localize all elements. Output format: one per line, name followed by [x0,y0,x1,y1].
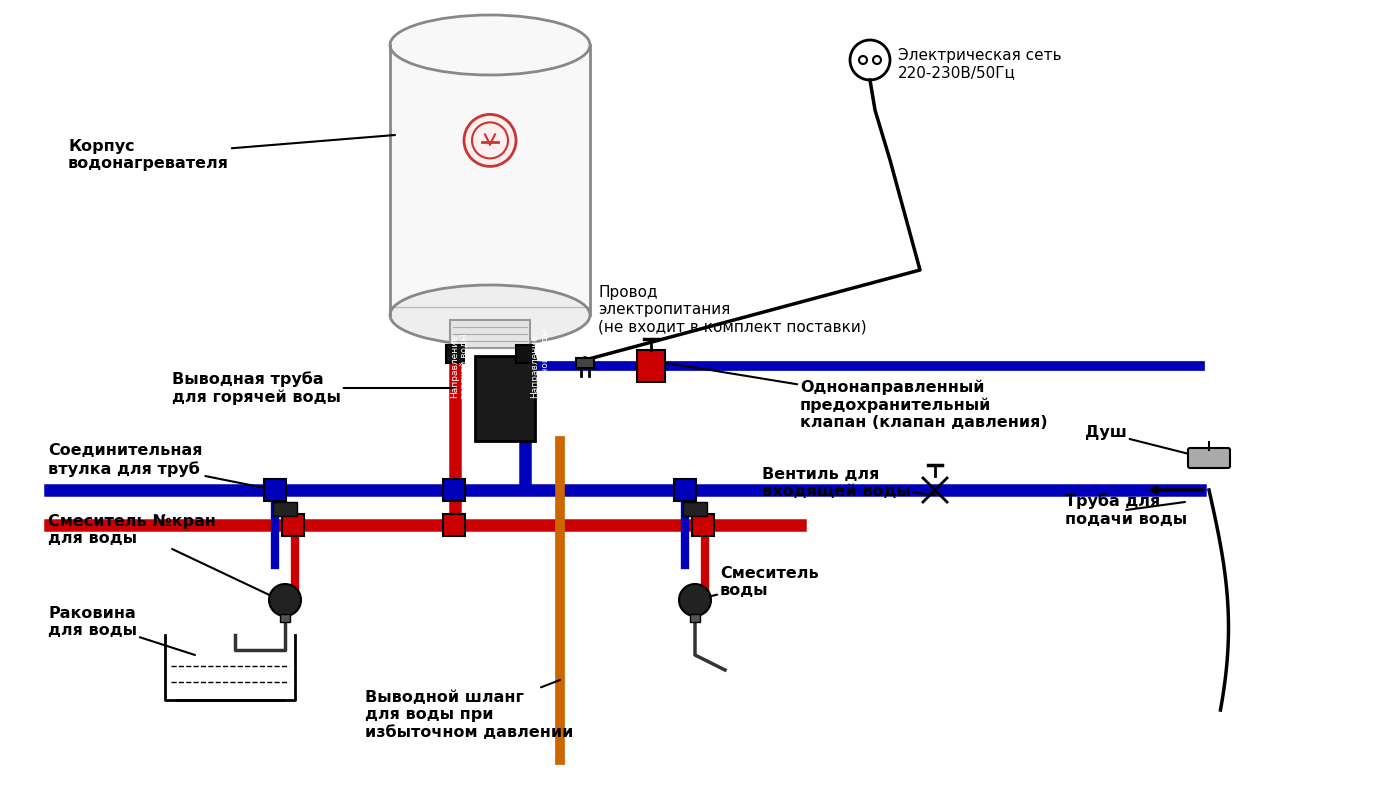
Text: Направление
горячей воды: Направление горячей воды [450,334,469,398]
Text: Вентиль для
входящей воды: Вентиль для входящей воды [763,467,936,499]
Bar [390,45,590,315]
Circle shape [464,114,516,166]
Text: Выводной шланг
для воды при
избыточном давлении: Выводной шланг для воды при избыточном д… [365,680,573,740]
Text: Направление
холодной воды: Направление холодной воды [530,330,549,402]
Bar [264,479,286,501]
Text: Однонаправленный
предохранительный
клапан (клапан давления): Однонаправленный предохранительный клапа… [655,361,1048,430]
Bar [576,358,594,368]
Text: Выводная труба
для горячей воды: Выводная труба для горячей воды [172,371,455,405]
Bar [637,350,664,382]
Text: Труба для
подачи воды: Труба для подачи воды [1066,494,1187,526]
FancyBboxPatch shape [1187,448,1230,468]
Bar [273,502,298,516]
Bar [682,502,707,516]
Text: Смеситель №кран
для воды: Смеситель №кран для воды [48,514,280,600]
Text: Соединительная
втулка для труб: Соединительная втулка для труб [48,443,275,490]
Circle shape [873,56,882,64]
Text: Корпус
водонагревателя: Корпус водонагревателя [68,135,394,171]
Bar [516,345,534,363]
Text: Душ: Душ [1085,426,1205,458]
Bar [443,479,465,501]
Circle shape [859,56,866,64]
Text: Провод
электропитания
(не входит в комплект поставки): Провод электропитания (не входит в компл… [598,285,866,334]
Bar [446,345,464,363]
Circle shape [680,584,711,616]
Circle shape [268,584,300,616]
Circle shape [472,122,508,158]
Bar [280,614,291,622]
Bar [691,614,700,622]
Bar [475,356,536,441]
Circle shape [850,40,890,80]
Bar [443,514,465,536]
Bar [674,479,696,501]
Text: Электрическая сеть
220-230В/50Гц: Электрическая сеть 220-230В/50Гц [898,48,1062,80]
Text: Раковина
для воды: Раковина для воды [48,606,195,655]
Text: Смеситель
воды: Смеситель воды [695,566,819,600]
Ellipse shape [390,15,590,75]
Bar [450,320,530,348]
Ellipse shape [390,285,590,345]
Bar [282,514,304,536]
Bar [692,514,714,536]
